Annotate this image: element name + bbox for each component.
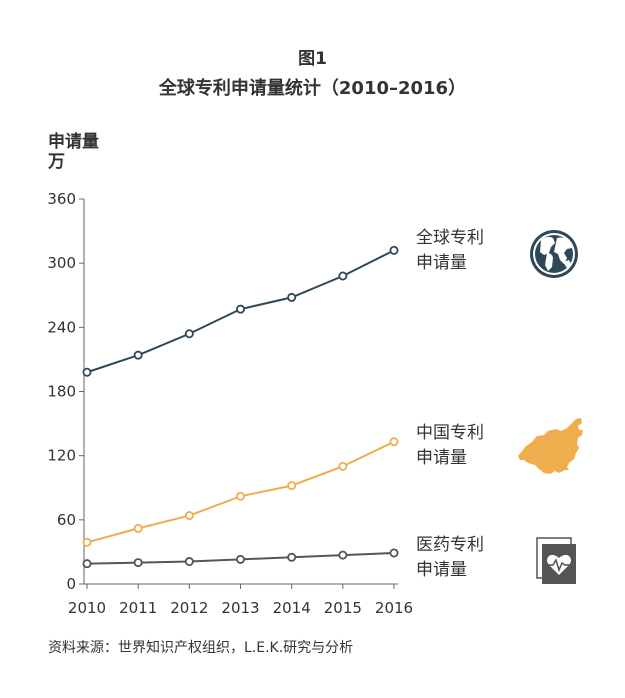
y-tick-label: 300 — [47, 254, 76, 272]
china-map-icon — [518, 418, 583, 474]
x-tick-label: 2014 — [273, 599, 311, 617]
data-point — [389, 437, 399, 447]
x-tick-label: 2013 — [221, 599, 259, 617]
x-tick-label: 2012 — [170, 599, 208, 617]
data-point — [338, 550, 348, 560]
y-tick-label: 120 — [47, 447, 76, 465]
data-point — [287, 292, 297, 302]
data-point — [287, 481, 297, 491]
data-point — [184, 557, 194, 567]
data-point — [184, 329, 194, 339]
x-tick-label: 2010 — [68, 599, 106, 617]
series-label-1: 全球专利 — [416, 228, 484, 248]
series-label-2: 申请量 — [416, 448, 467, 468]
data-point — [338, 461, 348, 471]
series-label-2: 中国专利 — [416, 423, 484, 443]
data-point — [389, 245, 399, 255]
data-point — [133, 523, 143, 533]
series-label-3: 申请量 — [416, 560, 467, 580]
data-point — [133, 350, 143, 360]
source-note: 资料来源：世界知识产权组织，L.E.K.研究与分析 — [48, 640, 354, 656]
x-tick-label: 2011 — [119, 599, 157, 617]
data-point — [235, 491, 245, 501]
y-axis-title: 申请量 万 — [48, 132, 118, 172]
data-point — [235, 554, 245, 564]
y-tick-label: 180 — [47, 383, 76, 401]
x-tick-label: 2016 — [375, 599, 413, 617]
data-point — [82, 367, 92, 377]
medical-document-icon — [536, 537, 576, 584]
data-point — [287, 552, 297, 562]
data-point — [133, 558, 143, 568]
y-tick-label: 240 — [47, 318, 76, 336]
data-point — [235, 304, 245, 314]
y-tick-label: 360 — [47, 190, 76, 208]
data-point — [338, 271, 348, 281]
data-point — [82, 537, 92, 547]
y-axis-title-line-1: 申请量 — [48, 132, 99, 152]
data-point — [389, 548, 399, 558]
y-tick-label: 60 — [57, 511, 76, 529]
series-label-1: 申请量 — [416, 253, 467, 273]
figure-label: 图1 — [298, 49, 327, 69]
data-point — [184, 511, 194, 521]
y-tick-label: 0 — [66, 575, 76, 593]
chart-title: 全球专利申请量统计（2010–2016） — [158, 78, 467, 99]
data-point — [82, 559, 92, 569]
y-axis-title-line-2: 万 — [48, 152, 65, 172]
series-label-3: 医药专利 — [416, 535, 484, 555]
globe-icon — [530, 230, 578, 278]
x-tick-label: 2015 — [324, 599, 362, 617]
